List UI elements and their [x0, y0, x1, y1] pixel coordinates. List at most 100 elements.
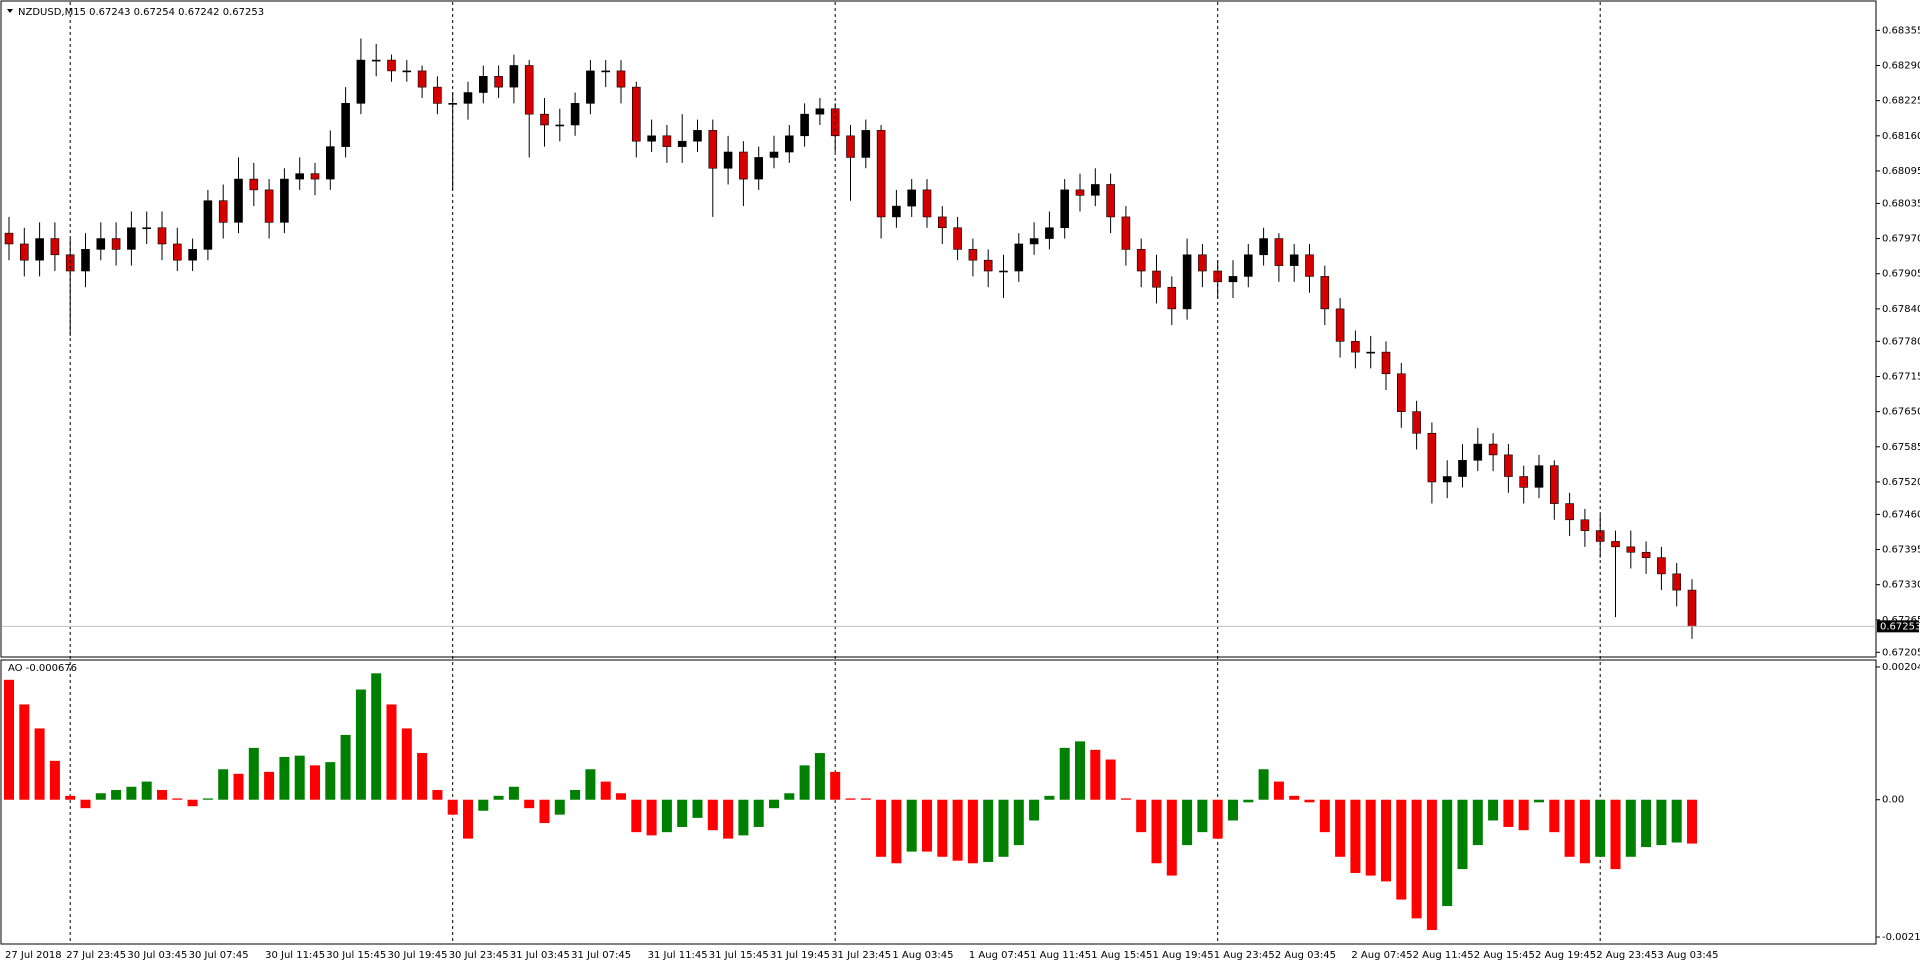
x-tick-label: 1 Aug 23:45	[1214, 950, 1275, 961]
candle-body	[1152, 270, 1161, 288]
x-tick-label: 30 Jul 23:45	[449, 950, 509, 961]
ao-bar	[1289, 795, 1300, 800]
ao-bar	[998, 799, 1009, 857]
y-tick-label: 0.67780	[1882, 336, 1920, 347]
ao-bar	[1136, 799, 1147, 833]
x-tick-label: 2 Aug 07:45	[1351, 950, 1412, 961]
candle-body	[341, 103, 350, 147]
x-tick-label: 30 Jul 07:45	[189, 950, 249, 961]
candle-body	[371, 59, 381, 62]
x-tick-label: 2 Aug 15:45	[1474, 950, 1535, 961]
ao-bar	[1457, 799, 1468, 870]
ao-bar	[830, 771, 841, 800]
ao-bar	[1579, 799, 1590, 864]
candle-body	[1626, 546, 1636, 553]
candle-body	[1335, 308, 1345, 342]
y-tick-label: -0.002118	[1882, 932, 1920, 943]
candle-body	[1136, 249, 1146, 272]
ao-bar	[1105, 759, 1116, 800]
ao-bar	[1472, 799, 1483, 846]
ao-bar	[983, 799, 994, 862]
candle-body	[203, 200, 213, 250]
candle-body	[892, 205, 901, 218]
candle-body	[19, 243, 29, 261]
ao-bar	[157, 790, 167, 800]
ao-title: AO -0.000676	[8, 663, 77, 674]
ao-bar	[187, 799, 198, 807]
ao-bar	[1350, 799, 1361, 873]
y-tick-label: 0.68355	[1882, 25, 1920, 36]
candle-body	[81, 249, 90, 272]
x-tick-label: 31 Jul 03:45	[510, 950, 570, 961]
y-tick-label: 0.68160	[1882, 131, 1920, 142]
ao-bar	[1182, 799, 1193, 846]
x-tick-label: 2 Aug 23:45	[1596, 950, 1657, 961]
ao-bar	[279, 756, 290, 800]
candle-body	[402, 70, 412, 73]
candle-body	[1397, 373, 1406, 412]
candle-body	[677, 140, 687, 147]
ao-bar	[738, 799, 749, 836]
x-tick-label: 31 Jul 11:45	[648, 950, 708, 961]
menu-arrow[interactable]	[7, 9, 13, 13]
ao-bar	[1243, 799, 1254, 803]
ao-bar	[1426, 799, 1437, 931]
ao-bar	[340, 734, 351, 800]
x-tick-label: 31 Jul 19:45	[770, 950, 830, 961]
ao-bar	[1120, 798, 1131, 800]
candle-body	[1213, 270, 1222, 283]
ao-bar	[1625, 799, 1636, 857]
y-tick-label: 0.67715	[1882, 371, 1920, 382]
x-tick-label: 30 Jul 19:45	[388, 950, 448, 961]
ao-bar	[386, 704, 397, 800]
candle-body	[50, 238, 60, 256]
ao-bar	[891, 799, 902, 864]
ao-bar	[1488, 799, 1499, 821]
candle-body	[662, 135, 672, 147]
candle-body	[1075, 189, 1085, 196]
y-tick-label: 0.67905	[1882, 269, 1920, 280]
ao-bar	[922, 799, 932, 852]
ao-bar	[34, 728, 45, 800]
candle-body	[111, 238, 121, 250]
ao-bar	[233, 773, 244, 800]
ao-bar	[401, 728, 412, 800]
candle-body	[937, 216, 947, 229]
y-tick-label: 0.67395	[1882, 545, 1920, 556]
ao-bar	[1610, 799, 1621, 870]
ao-bar	[906, 799, 917, 852]
last-price-label: 0.67253	[1880, 621, 1920, 632]
candle-body	[1045, 227, 1054, 239]
ao-bar	[784, 793, 795, 800]
candle-body	[1259, 238, 1268, 256]
candle-body	[1534, 465, 1544, 488]
x-tick-label: 1 Aug 03:45	[892, 950, 953, 961]
candle-body	[433, 86, 442, 104]
ao-bar	[769, 799, 779, 809]
ao-bar	[1518, 799, 1529, 831]
candle-body	[907, 189, 917, 207]
candle-body	[1427, 432, 1437, 483]
candle-body	[325, 146, 335, 180]
candle-body	[953, 227, 962, 250]
ao-bar	[1029, 799, 1040, 821]
ao-bar	[218, 769, 229, 800]
candle-body	[1014, 243, 1024, 272]
x-tick-label: 2 Aug 11:45	[1413, 950, 1474, 961]
ao-bar	[447, 799, 458, 815]
y-tick-label: 0.67840	[1882, 304, 1920, 315]
y-tick-label: 0.68225	[1882, 96, 1920, 107]
candle-body	[1473, 443, 1483, 461]
ao-bar	[937, 799, 948, 857]
candle-body	[1091, 184, 1100, 196]
ao-bar	[95, 793, 106, 800]
ao-bar	[814, 753, 825, 800]
candle-body	[1351, 341, 1360, 353]
candle-body	[1274, 238, 1284, 266]
ao-bar	[1258, 769, 1269, 800]
ao-bar	[141, 781, 152, 800]
candle-body	[387, 59, 396, 72]
ao-bar	[967, 799, 978, 864]
ao-bar	[1090, 749, 1101, 800]
